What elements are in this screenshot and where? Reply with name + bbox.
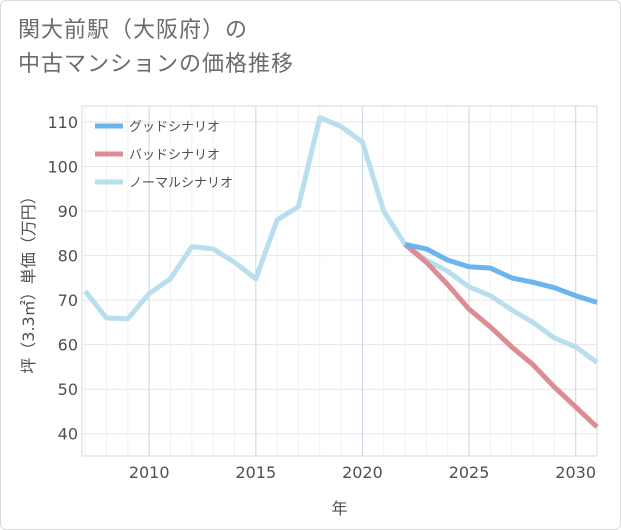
y-tick-label: 90 [58, 202, 78, 221]
legend-label: ノーマルシナリオ [129, 176, 233, 191]
y-tick-label: 100 [47, 158, 78, 177]
series-line-0 [404, 242, 598, 305]
series-lines [83, 115, 599, 429]
axis-ticks: 40 50 60 70 80 90 100 110 2010 2015 2020 2025 2030 [47, 113, 596, 482]
x-tick-label: 2025 [449, 463, 490, 482]
x-tick-label: 2030 [555, 463, 596, 482]
y-tick-label: 70 [58, 291, 78, 310]
x-tick-label: 2010 [129, 463, 170, 482]
plot-border [81, 105, 598, 457]
y-tick-label: 50 [58, 380, 78, 399]
y-tick-label: 60 [58, 336, 78, 355]
x-tick-label: 2020 [342, 463, 383, 482]
series-line-2 [83, 115, 599, 365]
grid [81, 105, 598, 457]
legend-label: バッドシナリオ [129, 148, 220, 163]
chart-title: 関大前駅（大阪府）の 中古マンションの価格推移 [18, 14, 294, 82]
y-tick-label: 80 [58, 247, 78, 266]
y-axis-title: 坪（3.3㎡）単価（万円） [19, 188, 38, 373]
legend-label: グッドシナリオ [129, 120, 220, 135]
chart-title-line1: 関大前駅（大阪府）の [18, 18, 249, 43]
y-tick-label: 110 [47, 113, 78, 132]
x-tick-label: 2015 [235, 463, 276, 482]
series-line-1 [403, 242, 599, 429]
x-axis-title: 年 [331, 499, 347, 518]
chart-title-line2: 中古マンションの価格推移 [18, 52, 295, 77]
y-tick-label: 40 [58, 425, 78, 444]
